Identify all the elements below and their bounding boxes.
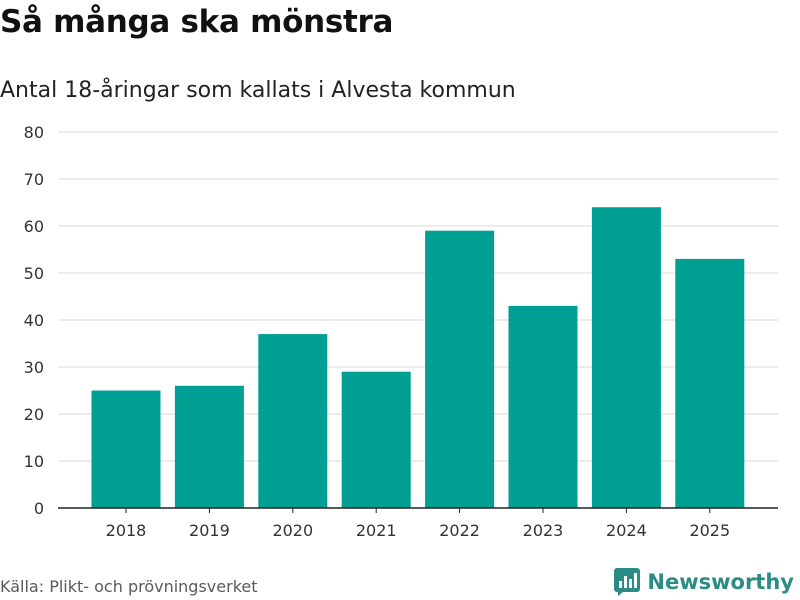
y-axis-ticks: 0 10 20 30 40 50 60 70 80 xyxy=(24,123,44,518)
y-tick-label: 60 xyxy=(24,217,44,236)
x-tick-label: 2025 xyxy=(689,521,730,540)
y-tick-label: 10 xyxy=(24,452,44,471)
x-tick-label: 2022 xyxy=(439,521,480,540)
x-tick-label: 2019 xyxy=(189,521,230,540)
source-note: Källa: Plikt- och prövningsverket xyxy=(0,577,258,596)
bar-2025 xyxy=(675,258,745,508)
chart-subtitle: Antal 18-åringar som kallats i Alvesta k… xyxy=(0,78,516,103)
bar-2024 xyxy=(591,207,661,508)
bar-2022 xyxy=(425,230,495,508)
y-tick-label: 70 xyxy=(24,170,44,189)
x-tick-label: 2021 xyxy=(356,521,397,540)
x-tick-label: 2023 xyxy=(523,521,564,540)
x-axis-ticks: 2018 2019 2020 2021 2022 2023 2024 2025 xyxy=(106,508,730,540)
bar-2018 xyxy=(91,390,161,508)
chart-title: Så många ska mönstra xyxy=(0,4,394,40)
bar-2020 xyxy=(258,334,328,508)
newsworthy-bar-icon xyxy=(614,568,641,596)
newsworthy-logo: Newsworthy xyxy=(614,568,794,596)
y-tick-label: 0 xyxy=(34,499,44,518)
y-tick-label: 40 xyxy=(24,311,44,330)
y-tick-label: 30 xyxy=(24,358,44,377)
x-tick-label: 2020 xyxy=(272,521,313,540)
gridlines xyxy=(58,131,778,462)
bar-2021 xyxy=(341,371,411,508)
bar-2023 xyxy=(508,305,578,508)
x-tick-label: 2024 xyxy=(606,521,647,540)
y-tick-label: 80 xyxy=(24,123,44,142)
y-tick-label: 20 xyxy=(24,405,44,424)
brand-name: Newsworthy xyxy=(647,570,794,594)
x-tick-label: 2018 xyxy=(106,521,147,540)
bars xyxy=(91,207,745,508)
y-tick-label: 50 xyxy=(24,264,44,283)
bar-2019 xyxy=(174,385,244,508)
